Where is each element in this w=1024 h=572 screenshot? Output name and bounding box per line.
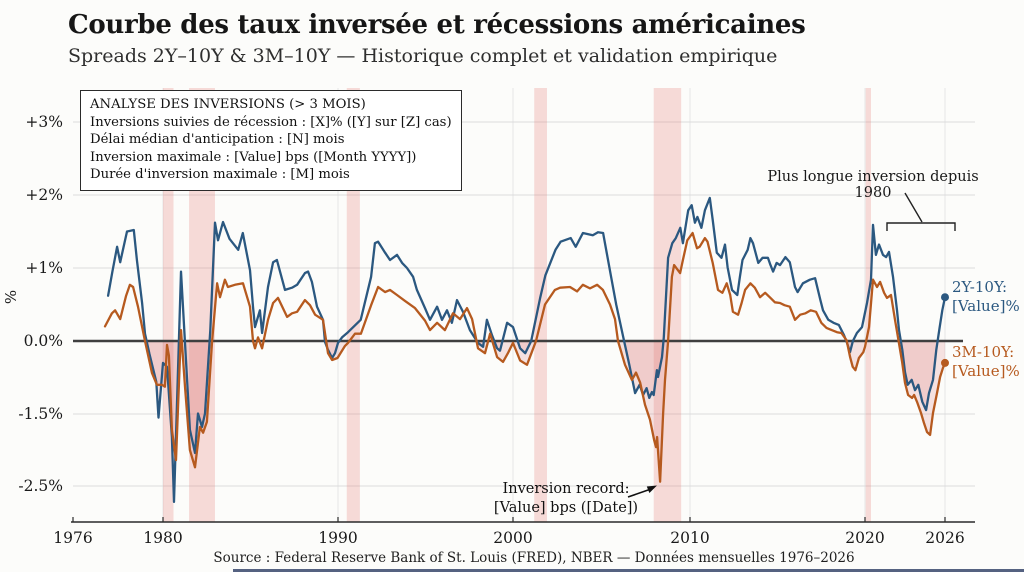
series-line-3m10y bbox=[103, 231, 947, 483]
y-tick-labels: +3% +2% +1% 0.0% -1.5% -2.5% bbox=[18, 113, 63, 495]
record-arrow-head bbox=[646, 485, 657, 493]
source-caption: Source : Federal Reserve Bank of St. Lou… bbox=[213, 550, 855, 566]
y-tick-label: +1% bbox=[25, 259, 63, 277]
analysis-box-heading: ANALYSE DES INVERSIONS (> 3 MOIS) bbox=[90, 97, 366, 112]
record-inversion-line1: Inversion record: bbox=[502, 481, 630, 497]
series-label-2y10y-name: 2Y-10Y: bbox=[952, 278, 1008, 296]
negative-fill-area bbox=[324, 341, 340, 358]
x-tick-label: 2026 bbox=[925, 529, 964, 547]
x-tick-label: 2000 bbox=[493, 529, 532, 547]
negative-fill-area bbox=[898, 341, 945, 435]
y-tick-label: +3% bbox=[25, 113, 63, 131]
x-tick-label: 1976 bbox=[53, 529, 92, 547]
record-inversion-line2: [Value] bps ([Date]) bbox=[493, 499, 639, 516]
series-label-3m10y-name: 3M-10Y: bbox=[952, 343, 1015, 361]
x-tick-label: 1980 bbox=[143, 529, 182, 547]
x-tick-labels: 1976 1980 1990 2000 2010 2020 2026 bbox=[53, 529, 964, 547]
series-end-dot bbox=[941, 293, 949, 302]
analysis-summary-box: ANALYSE DES INVERSIONS (> 3 MOIS) Invers… bbox=[80, 90, 462, 191]
longest-inversion-annotation: Plus longue inversion depuis 1980 bbox=[767, 169, 979, 201]
analysis-box-line: Inversion maximale : [Value] bps ([Month… bbox=[90, 149, 417, 165]
x-tick-label: 1990 bbox=[318, 529, 357, 547]
y-tick-label: -1.5% bbox=[18, 405, 63, 423]
y-tick-label: +2% bbox=[25, 186, 63, 204]
x-tick-marks bbox=[72, 517, 946, 522]
analysis-box-line: Délai médian d'anticipation : [N] mois bbox=[90, 132, 345, 148]
bottom-edge-strip bbox=[233, 569, 1024, 572]
x-tick-label: 2010 bbox=[670, 529, 709, 547]
recession-band bbox=[163, 88, 174, 522]
record-inversion-annotation: Inversion record: [Value] bps ([Date]) bbox=[460, 480, 672, 517]
negative-fill-area bbox=[184, 341, 210, 453]
longest-inversion-bracket bbox=[886, 222, 956, 231]
recession-band bbox=[346, 88, 360, 522]
series-label-2y10y-value: [Value]% bbox=[952, 297, 1020, 315]
recession-band bbox=[534, 88, 547, 522]
x-tick-label: 2020 bbox=[845, 529, 884, 547]
y-tick-label: -2.5% bbox=[18, 477, 63, 495]
series-label-3m10y-value: [Value]% bbox=[952, 362, 1020, 380]
y-tick-label: 0.0% bbox=[24, 332, 63, 350]
y-axis-label: % bbox=[2, 289, 21, 305]
series-label-2y10y: 2Y-10Y: [Value]% bbox=[952, 278, 1020, 316]
recession-band bbox=[865, 88, 871, 522]
series-line-2y10y bbox=[106, 196, 947, 503]
negative-fill-area bbox=[517, 341, 532, 354]
analysis-box-line: Inversions suivies de récession : [X]% (… bbox=[90, 114, 452, 130]
negative-fill-area bbox=[491, 341, 536, 365]
page-title: Courbe des taux inversée et récessions a… bbox=[68, 10, 806, 40]
record-arrow-line bbox=[627, 488, 652, 498]
longest-inversion-pointer bbox=[904, 192, 923, 223]
series-label-3m10y: 3M-10Y: [Value]% bbox=[952, 343, 1020, 381]
page-subtitle: Spreads 2Y–10Y & 3M–10Y — Historique com… bbox=[68, 45, 778, 67]
series-end-dot bbox=[941, 358, 949, 367]
analysis-box-line: Durée d'inversion maximale : [M] mois bbox=[90, 167, 350, 183]
